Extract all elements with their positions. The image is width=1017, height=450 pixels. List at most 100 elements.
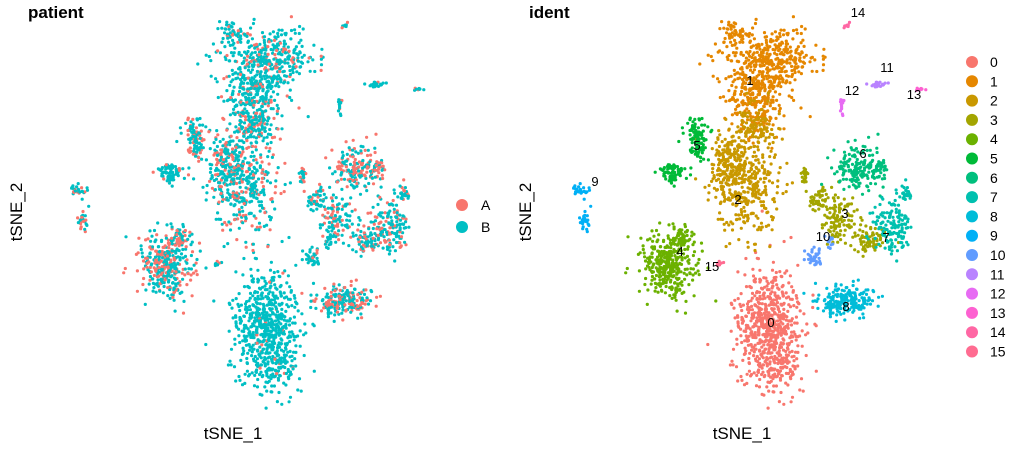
cell-point-cluster-1 <box>798 59 803 63</box>
cell-point-patient-b <box>150 277 154 281</box>
cell-point-cluster-1 <box>720 20 724 24</box>
cell-point-patient-a <box>291 60 295 64</box>
cell-point-cluster-1 <box>822 47 826 51</box>
cell-point-cluster-0 <box>758 277 762 281</box>
cell-point-patient-b <box>234 103 239 107</box>
cell-point-patient-a <box>256 63 260 67</box>
cell-point-patient-b <box>261 313 266 317</box>
cell-point-patient-a <box>163 278 167 282</box>
cell-point-patient-b <box>288 181 292 185</box>
cell-point-patient-a <box>378 241 383 245</box>
cell-point-patient-b <box>184 121 188 125</box>
cell-point-cluster-0 <box>811 305 815 310</box>
cell-point-cluster-0 <box>789 235 793 240</box>
cell-point-patient-b <box>376 202 380 207</box>
cell-point-patient-b <box>172 261 176 265</box>
cell-point-patient-b <box>312 43 316 47</box>
cell-point-cluster-1 <box>716 77 720 81</box>
cell-point-cluster-0 <box>747 306 751 311</box>
cell-point-patient-b <box>178 258 182 262</box>
cell-point-cluster-1 <box>760 86 764 90</box>
cell-point-patient-b <box>205 183 209 188</box>
cell-point-patient-b <box>76 187 80 191</box>
cell-point-patient-a <box>338 298 342 302</box>
cell-point-cluster-1 <box>765 66 770 70</box>
cell-point-patient-b <box>398 218 403 222</box>
cell-point-patient-b <box>168 287 172 292</box>
cell-point-patient-b <box>324 196 328 200</box>
cell-point-patient-b <box>282 357 286 361</box>
cell-point-cluster-0 <box>813 322 817 326</box>
cell-point-patient-b <box>266 295 270 299</box>
cell-point-cluster-1 <box>741 40 745 44</box>
cell-point-patient-b <box>253 166 257 170</box>
cell-point-patient-b <box>253 296 257 301</box>
cell-point-patient-b <box>189 267 193 271</box>
cell-point-patient-b <box>244 215 248 219</box>
cell-point-patient-b <box>262 136 266 140</box>
cell-point-cluster-1 <box>746 95 750 99</box>
cell-point-patient-b <box>166 257 170 261</box>
cell-point-patient-b <box>291 65 295 69</box>
legend-item-a[interactable]: A <box>456 197 491 213</box>
cell-point-patient-b <box>244 95 248 99</box>
cell-point-patient-a <box>230 153 234 157</box>
cell-point-patient-b <box>250 354 254 358</box>
cell-point-cluster-0 <box>765 334 769 338</box>
cell-point-patient-b <box>284 326 288 330</box>
cell-point-patient-b <box>234 270 238 274</box>
cell-point-patient-b <box>220 26 224 30</box>
cell-point-patient-a <box>234 145 238 149</box>
cell-point-patient-a <box>377 167 381 171</box>
cell-point-cluster-0 <box>786 309 790 313</box>
cell-point-patient-a <box>251 144 255 148</box>
cell-point-cluster-1 <box>733 38 737 43</box>
cell-point-cluster-1 <box>739 127 743 131</box>
cell-point-patient-b <box>275 400 279 404</box>
cell-point-patient-b <box>214 217 218 221</box>
cell-point-cluster-0 <box>784 318 788 322</box>
cell-point-patient-a <box>185 258 189 262</box>
cell-point-patient-b <box>308 250 312 254</box>
cell-point-patient-b <box>208 170 213 174</box>
cell-point-patient-b <box>214 137 218 141</box>
cell-point-patient-b <box>263 126 267 130</box>
cell-point-cluster-1 <box>748 40 752 45</box>
cell-point-patient-b <box>305 257 309 261</box>
cell-point-patient-a <box>148 245 152 249</box>
cell-point-cluster-0 <box>765 364 769 368</box>
cell-point-patient-a <box>123 266 127 271</box>
cell-point-patient-b <box>227 329 231 333</box>
cell-point-patient-a <box>266 104 270 108</box>
cell-point-cluster-1 <box>778 42 782 46</box>
cell-point-patient-b <box>240 352 244 356</box>
cell-point-cluster-0 <box>735 342 739 346</box>
legend-item-b[interactable]: B <box>456 219 490 235</box>
cell-point-patient-b <box>239 303 243 307</box>
cell-point-patient-b <box>400 196 404 201</box>
cell-point-patient-b <box>278 67 282 71</box>
cell-point-patient-b <box>360 296 364 300</box>
cell-point-cluster-0 <box>736 315 740 319</box>
cell-point-cluster-1 <box>794 51 798 55</box>
cell-point-cluster-1 <box>718 49 722 53</box>
cell-point-patient-b <box>369 232 373 236</box>
cell-point-patient-b <box>361 158 365 163</box>
cell-point-patient-b <box>220 222 224 226</box>
cell-point-cluster-0 <box>782 402 786 406</box>
cell-point-cluster-1 <box>754 17 758 21</box>
cell-point-patient-b <box>262 338 266 342</box>
cell-point-patient-b <box>224 57 228 62</box>
cell-point-patient-b <box>288 95 292 100</box>
cell-point-patient-b <box>303 322 307 326</box>
cell-point-patient-b <box>292 350 296 354</box>
cell-point-patient-a <box>282 47 286 51</box>
cell-point-patient-a <box>232 166 236 170</box>
cell-point-cluster-1 <box>759 55 763 59</box>
cell-point-patient-b <box>287 235 291 240</box>
cell-point-patient-a <box>159 259 163 263</box>
cell-point-patient-b <box>326 235 330 240</box>
cell-point-patient-b <box>211 42 215 46</box>
cell-point-cluster-2 <box>753 248 757 253</box>
cell-point-patient-b <box>347 244 351 248</box>
